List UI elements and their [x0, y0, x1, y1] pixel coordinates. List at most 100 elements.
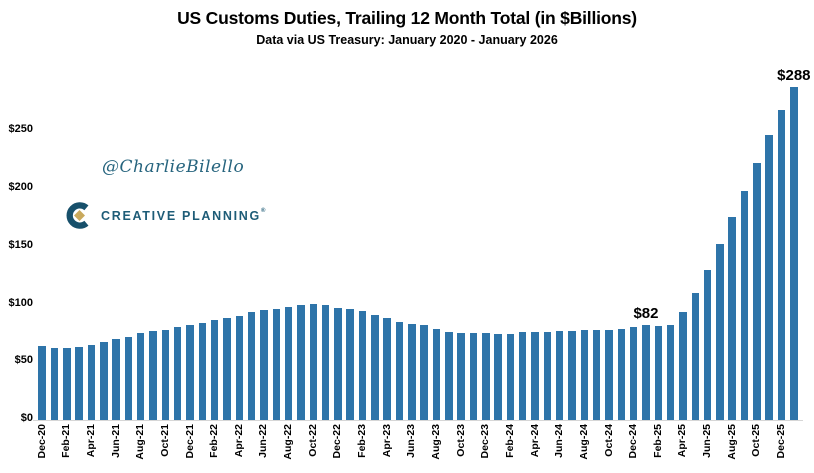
bar-May-25	[691, 292, 699, 420]
x-axis-label-Apr-24: Apr-24	[528, 424, 541, 458]
bar-Nov-25	[765, 135, 773, 420]
bar-Apr-24	[531, 332, 539, 420]
x-axis-label-Apr-21: Apr-21	[84, 424, 97, 458]
registered-trademark-symbol: ®	[260, 208, 266, 214]
y-axis-label-0: $0	[20, 412, 33, 425]
x-axis-label-Apr-23: Apr-23	[380, 424, 393, 458]
x-axis-label-Oct-24: Oct-24	[602, 424, 615, 457]
bar-Feb-24	[506, 334, 515, 420]
bar-Aug-25	[728, 217, 736, 420]
x-axis-label-Feb-23: Feb-23	[356, 424, 369, 458]
y-axis-label-150: $150	[8, 238, 33, 251]
bar-Jan-25	[642, 325, 650, 420]
x-axis-label-Jun-24: Jun-24	[553, 424, 566, 458]
bar-Aug-22	[284, 306, 293, 420]
x-axis-label-Apr-22: Apr-22	[232, 424, 245, 458]
chart-subtitle: Data via US Treasury: January 2020 - Jan…	[256, 33, 558, 47]
x-axis-line	[33, 420, 803, 421]
bar-May-22	[247, 312, 256, 420]
bar-Oct-22	[309, 304, 317, 420]
bar-Oct-23	[457, 333, 465, 420]
x-axis-label-Dec-25: Dec-25	[775, 424, 788, 459]
x-axis-label-Jun-22: Jun-22	[257, 424, 270, 458]
x-axis-label-Feb-25: Feb-25	[651, 424, 664, 458]
x-axis-label-Feb-22: Feb-22	[208, 424, 221, 458]
bar-Feb-21	[63, 348, 71, 420]
bar-Jun-21	[112, 338, 120, 420]
x-axis-label-Dec-22: Dec-22	[331, 424, 344, 459]
bar-Jul-21	[124, 336, 133, 420]
bar-Dec-24	[629, 327, 638, 420]
bar-Sep-24	[592, 329, 601, 420]
x-axis-label-Feb-21: Feb-21	[60, 424, 73, 458]
annotation-Jan-26: $288	[777, 66, 811, 84]
bar-Feb-25	[654, 326, 663, 420]
watermark-charliebilello: @CharlieBilello	[102, 157, 245, 177]
bar-Jul-24	[568, 330, 576, 420]
bar-Oct-24	[605, 329, 613, 420]
bar-Aug-21	[136, 333, 145, 420]
bar-Mar-25	[666, 325, 675, 420]
x-axis-label-Dec-23: Dec-23	[479, 424, 492, 459]
x-axis-label-Dec-21: Dec-21	[183, 424, 196, 459]
bar-Dec-22	[334, 307, 342, 420]
bar-Nov-21	[173, 327, 182, 420]
bar-Dec-21	[186, 325, 194, 420]
bar-Aug-24	[580, 329, 589, 420]
creative-planning-logo-icon	[66, 202, 93, 229]
y-axis-label-250: $250	[8, 123, 33, 135]
x-axis-label-Dec-20: Dec-20	[35, 424, 48, 459]
bar-Apr-23	[383, 318, 391, 420]
bar-Oct-25	[753, 163, 761, 420]
x-axis-label-Jun-21: Jun-21	[109, 424, 122, 458]
bar-May-21	[100, 342, 108, 420]
x-axis-label-Jun-23: Jun-23	[405, 424, 418, 458]
bar-Mar-24	[518, 332, 527, 420]
bar-Apr-21	[87, 344, 96, 420]
y-axis-label-50: $50	[14, 354, 33, 367]
bar-Mar-22	[223, 318, 231, 420]
x-axis-label-Oct-21: Oct-21	[158, 424, 171, 457]
bar-Sep-22	[297, 305, 305, 420]
annotation-Jan-25: $82	[633, 305, 659, 323]
bar-Jan-21	[50, 348, 59, 420]
bar-Jun-23	[408, 323, 416, 420]
bar-Jan-23	[346, 308, 354, 420]
x-axis-label-Dec-24: Dec-24	[627, 424, 640, 459]
y-axis-label-100: $100	[8, 296, 33, 309]
bar-Jun-25	[703, 269, 712, 420]
x-axis-label-Oct-22: Oct-22	[306, 424, 319, 457]
bar-Apr-25	[679, 312, 687, 420]
creative-planning-wordmark: CREATIVE PLANNING®	[101, 208, 266, 223]
x-axis-label-Aug-23: Aug-23	[429, 424, 442, 460]
bar-Mar-21	[75, 347, 83, 420]
bar-Jan-22	[198, 322, 207, 420]
bar-May-23	[395, 321, 404, 420]
chart-title: US Customs Duties, Trailing 12 Month Tot…	[177, 8, 637, 28]
x-axis-label-Aug-25: Aug-25	[725, 424, 738, 460]
y-axis-label-200: $200	[8, 180, 33, 193]
bar-Dec-23	[482, 333, 490, 420]
bar-Dec-25	[777, 109, 786, 420]
bar-Apr-22	[235, 315, 244, 420]
bar-Mar-23	[371, 314, 379, 420]
creative-planning-logo: CREATIVE PLANNING®	[66, 202, 265, 229]
bar-Jan-26	[790, 86, 798, 420]
x-axis-label-Aug-22: Aug-22	[282, 424, 295, 460]
x-axis-label-Jun-25: Jun-25	[701, 424, 714, 458]
bar-Aug-23	[432, 328, 441, 420]
bar-Nov-22	[321, 305, 330, 420]
bar-Dec-20	[38, 345, 46, 420]
bar-Sep-25	[740, 190, 749, 420]
bar-Jan-24	[494, 334, 502, 420]
bar-Feb-22	[210, 320, 219, 420]
bar-May-24	[543, 332, 552, 420]
bar-Jun-22	[260, 310, 268, 420]
bar-Jul-23	[420, 325, 428, 420]
x-axis-label-Aug-21: Aug-21	[134, 424, 147, 460]
bar-Feb-23	[358, 311, 367, 420]
bar-Sep-23	[445, 332, 453, 420]
bar-Nov-23	[469, 333, 478, 420]
bar-Jun-24	[555, 330, 564, 420]
